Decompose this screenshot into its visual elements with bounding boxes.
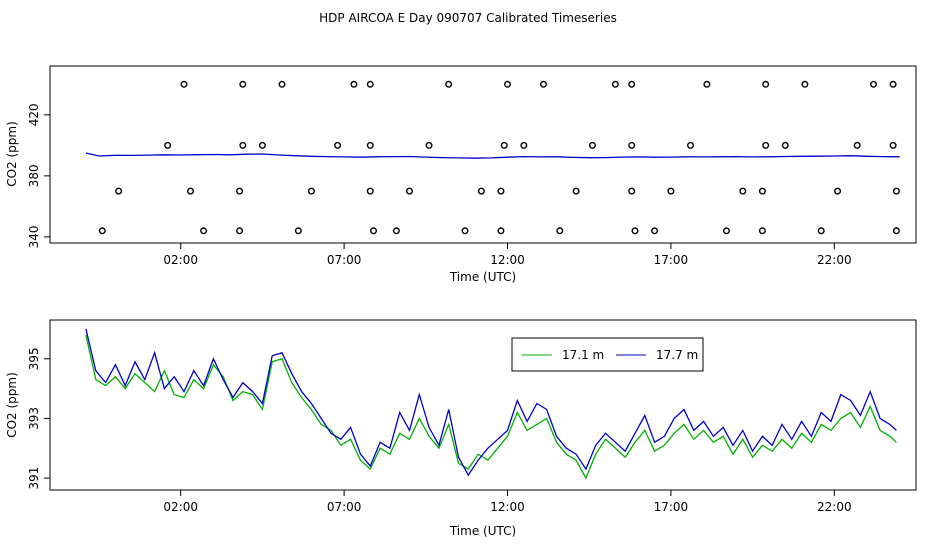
series-line-17-1-m [85,334,897,480]
data-point [762,80,770,88]
data-point [870,80,878,88]
x-tick-label: 12:00 [490,500,525,514]
data-point [667,187,675,195]
bottom-plot-frame [49,319,917,491]
data-point [405,187,413,195]
data-point [366,141,374,149]
data-point [853,141,861,149]
data-point [98,227,106,235]
data-point [801,80,809,88]
data-point [758,187,766,195]
data-point [817,227,825,235]
data-point [762,141,770,149]
data-point [334,141,342,149]
x-tick-label: 02:00 [163,500,198,514]
data-point [611,80,619,88]
data-point [497,227,505,235]
top-y-ticks: 340 380 420 [27,103,50,248]
data-point [258,141,266,149]
data-point [628,187,636,195]
data-point [497,187,505,195]
data-point [239,80,247,88]
y-tick-label: 420 [27,103,41,126]
data-point [539,80,547,88]
bottom-y-axis-label: CO2 (ppm) [5,372,19,438]
data-point [500,141,508,149]
data-point [294,227,302,235]
data-point [892,227,900,235]
x-tick-label: 07:00 [327,253,362,267]
data-point [703,80,711,88]
data-point [236,187,244,195]
legend: 17.1 m 17.7 m [511,337,704,372]
top-panel: Time (UTC) CO2 (ppm) 02:00 07:00 12:00 17:0… [5,65,917,284]
y-tick-label: 395 [27,347,41,370]
data-point [631,227,639,235]
legend-label-17-1m: 17.1 m [562,348,604,362]
data-point [520,141,528,149]
data-point [461,227,469,235]
data-point [278,80,286,88]
bottom-x-axis-label: Time (UTC) [449,524,516,538]
data-point [739,187,747,195]
data-point [651,227,659,235]
data-point [392,227,400,235]
top-x-axis-label: Time (UTC) [449,270,516,284]
data-point [115,187,123,195]
data-point [477,187,485,195]
data-point [889,141,897,149]
data-point [781,141,789,149]
data-point [236,227,244,235]
data-point [687,141,695,149]
y-tick-label: 391 [27,467,41,490]
top-y-axis-label: CO2 (ppm) [5,121,19,187]
data-point [425,141,433,149]
data-point [588,141,596,149]
bottom-data-marks [85,328,897,480]
bottom-panel: Time (UTC) CO2 (ppm) 02:00 07:00 12:00 17:0… [5,319,917,538]
series-line-17-7-m [85,152,900,159]
bottom-y-ticks: 391 393 395 [27,347,50,490]
top-data-marks [85,80,900,235]
figure-title: HDP AIRCOA E Day 090707 Calibrated Times… [319,11,617,25]
data-point [370,227,378,235]
data-point [572,187,580,195]
data-point [366,187,374,195]
y-tick-label: 380 [27,164,41,187]
x-tick-label: 07:00 [327,500,362,514]
data-point [722,227,730,235]
data-point [556,227,564,235]
x-tick-label: 17:00 [654,253,689,267]
data-point [889,80,897,88]
x-tick-label: 22:00 [817,253,852,267]
x-tick-label: 12:00 [490,253,525,267]
data-point [758,227,766,235]
bottom-x-ticks: 02:00 07:00 12:00 17:00 22:00 [163,490,852,514]
x-tick-label: 22:00 [817,500,852,514]
data-point [187,187,195,195]
data-point [239,141,247,149]
data-point [834,187,842,195]
series-line-17-7-m [85,328,897,477]
data-point [628,80,636,88]
legend-label-17-7m: 17.7 m [656,348,698,362]
data-point [366,80,374,88]
y-tick-label: 340 [27,225,41,248]
top-x-ticks: 02:00 07:00 12:00 17:00 22:00 [163,243,852,267]
data-point [307,187,315,195]
data-point [350,80,358,88]
data-point [164,141,172,149]
data-point [180,80,188,88]
x-tick-label: 02:00 [163,253,198,267]
top-plot-frame [49,65,917,244]
data-point [504,80,512,88]
data-point [445,80,453,88]
x-tick-label: 17:00 [654,500,689,514]
y-tick-label: 393 [27,407,41,430]
data-point [892,187,900,195]
data-point [200,227,208,235]
data-point [628,141,636,149]
